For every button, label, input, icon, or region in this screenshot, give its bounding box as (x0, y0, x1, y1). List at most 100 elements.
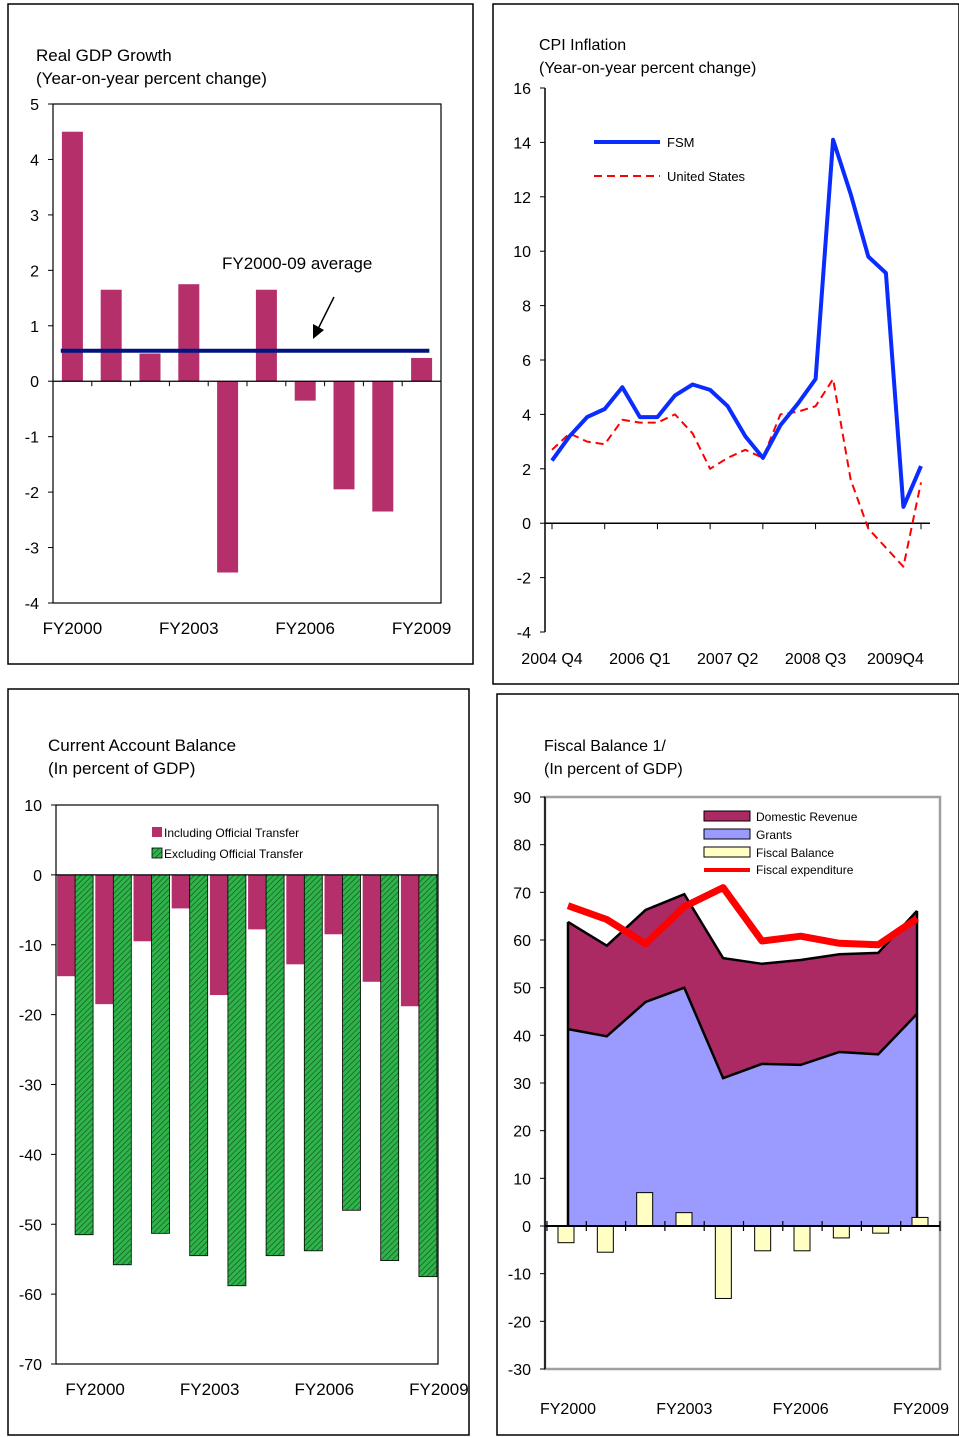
y-tick-label-fiscal: 0 (522, 1219, 531, 1236)
ca-bar-including (133, 874, 152, 942)
fiscal-legend-label: Fiscal Balance (756, 846, 834, 860)
fiscal-x-tick-label: FY2006 (773, 1401, 829, 1418)
y-tick-label-fiscal: 70 (513, 885, 531, 902)
y-tick-label-gdp: 1 (30, 319, 39, 336)
ca-chart-title: Current Account Balance (48, 736, 236, 755)
y-tick-label-cpi: 14 (513, 135, 531, 152)
y-tick-label-gdp: -2 (25, 485, 39, 502)
gdp-bar (100, 289, 122, 382)
gdp-bar (61, 131, 83, 382)
gdp-bar (372, 381, 394, 512)
ca-bar-excluding (418, 874, 438, 1278)
y-tick-label-fiscal: 50 (513, 981, 531, 998)
fiscal-legend-swatch (703, 846, 751, 858)
y-tick-label-fiscal: -10 (508, 1267, 531, 1284)
gdp-chart-title: Real GDP Growth (36, 46, 172, 65)
fiscal-balance-bar (911, 1216, 929, 1227)
ca-bar-including (324, 874, 343, 935)
ca-bar-including (171, 874, 190, 909)
ca-panel-border (7, 688, 470, 1436)
fiscal-grants-outline (567, 986, 918, 1080)
y-tick-label-gdp: 5 (30, 97, 39, 114)
fiscal-x-tick-label: FY2000 (540, 1401, 596, 1418)
fiscal-legend-label: Domestic Revenue (756, 810, 858, 824)
gdp-arrow-head (313, 324, 324, 339)
y-tick-label-fiscal: 60 (513, 933, 531, 950)
y-tick-label-gdp: 2 (30, 263, 39, 280)
gdp-bar (217, 381, 239, 573)
ca-bar-including (400, 874, 419, 1007)
fiscal-chart-title: Fiscal Balance 1/ (544, 738, 666, 755)
cpi-legend-label: FSM (667, 135, 694, 150)
gdp-arrow-shaft (317, 296, 335, 330)
y-tick-label-ca: -30 (19, 1078, 42, 1095)
y-tick-label-cpi: 8 (522, 299, 531, 316)
cpi-chart-title: CPI Inflation (539, 37, 626, 54)
gdp-panel-border (7, 3, 474, 665)
y-tick-label-gdp: -4 (25, 596, 39, 613)
ca-bar-excluding (265, 874, 285, 1257)
ca-x-tick-label: FY2009 (409, 1380, 469, 1399)
y-tick-label-gdp: 0 (30, 374, 39, 391)
fiscal-area-domestic-revenue (568, 894, 917, 1079)
y-tick-label-cpi: 12 (513, 190, 531, 207)
ca-bar-excluding (112, 874, 132, 1266)
cpi-series-line (550, 137, 923, 509)
y-tick-label-ca: -70 (19, 1357, 42, 1374)
y-tick-label-cpi: 16 (513, 81, 531, 98)
y-tick-label-gdp: -1 (25, 430, 39, 447)
fiscal-balance-bar (675, 1212, 693, 1227)
fiscal-balance-bar (754, 1225, 772, 1252)
ca-chart-subtitle: (In percent of GDP) (48, 759, 195, 778)
ca-bar-excluding (189, 874, 209, 1257)
y-tick-label-fiscal: 40 (513, 1028, 531, 1045)
ca-legend-label: Excluding Official Transfer (164, 847, 303, 861)
y-tick-label-cpi: 6 (522, 353, 531, 370)
cpi-series-line (551, 378, 922, 568)
y-tick-label-cpi: 4 (522, 407, 531, 424)
ca-legend-label: Including Official Transfer (164, 826, 299, 840)
y-tick-label-ca: 10 (24, 798, 42, 815)
ca-bar-excluding (227, 874, 247, 1287)
gdp-bar (411, 357, 433, 382)
y-tick-label-ca: -10 (19, 938, 42, 955)
ca-legend-swatch (151, 847, 163, 859)
gdp-x-tick-label: FY2003 (159, 619, 219, 638)
fiscal-expenditure-line (566, 884, 919, 949)
cpi-x-tick-label: 2004 Q4 (521, 651, 582, 668)
y-tick-label-fiscal: -30 (508, 1362, 531, 1379)
y-tick-label-gdp: 4 (30, 152, 39, 169)
ca-bar-excluding (380, 874, 400, 1261)
y-tick-label-ca: -40 (19, 1147, 42, 1164)
gdp-x-tick-label: FY2006 (275, 619, 335, 638)
gdp-plot-area (52, 103, 442, 604)
y-tick-label-cpi: 10 (513, 244, 531, 261)
ca-bar-excluding (303, 874, 323, 1252)
ca-legend-swatch (152, 827, 162, 837)
cpi-x-tick-label: 2009Q4 (867, 651, 924, 668)
ca-x-tick-label: FY2000 (65, 1380, 125, 1399)
ca-bar-including (209, 874, 228, 996)
y-tick-label-fiscal: 10 (513, 1171, 531, 1188)
fiscal-legend-label: Fiscal expenditure (756, 863, 854, 877)
fiscal-x-tick-label: FY2003 (656, 1401, 712, 1418)
ca-bar-including (362, 874, 381, 982)
y-tick-label-ca: 0 (33, 868, 42, 885)
y-tick-label-gdp: -3 (25, 541, 39, 558)
fiscal-balance-bar (872, 1225, 890, 1234)
gdp-bar (178, 284, 200, 382)
ca-bar-excluding (151, 874, 170, 1234)
y-tick-label-cpi: 2 (522, 462, 531, 479)
gdp-bar (333, 381, 355, 490)
gdp-bar (139, 353, 161, 382)
ca-x-tick-label: FY2003 (180, 1380, 240, 1399)
ca-bar-including (248, 874, 267, 930)
cpi-legend-label: United States (667, 169, 746, 184)
cpi-chart-subtitle: (Year-on-year percent change) (539, 60, 756, 77)
gdp-chart-subtitle: (Year-on-year percent change) (36, 69, 267, 88)
ca-x-tick-label: FY2006 (295, 1380, 355, 1399)
fiscal-balance-bar (557, 1225, 575, 1244)
fiscal-balance-bar (832, 1225, 850, 1239)
y-tick-label-cpi: -4 (517, 625, 531, 642)
gdp-x-tick-label: FY2000 (43, 619, 103, 638)
